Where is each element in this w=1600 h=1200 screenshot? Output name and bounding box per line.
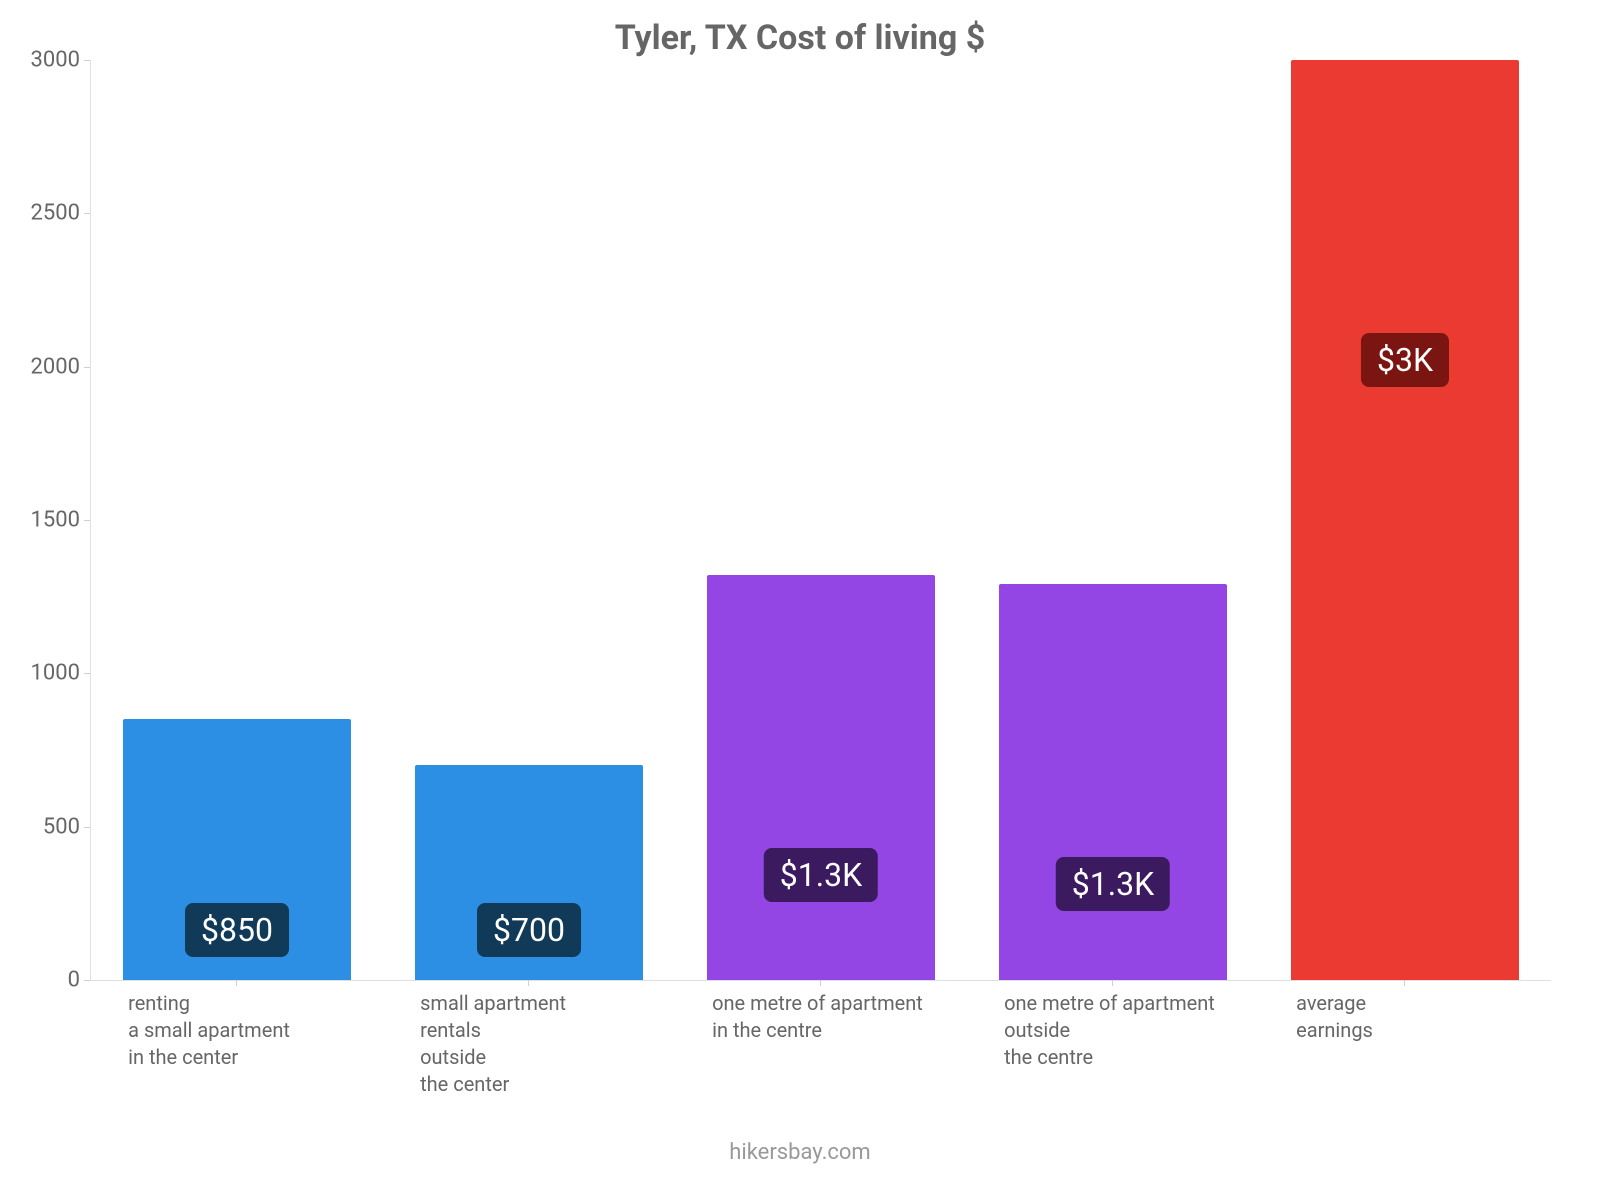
x-category-label: average earnings	[1296, 990, 1373, 1044]
x-category-label: one metre of apartment outside the centr…	[1004, 990, 1215, 1071]
x-category-label: one metre of apartment in the centre	[712, 990, 923, 1044]
bar-avg_earnings	[1291, 60, 1519, 980]
x-category-label: small apartment rentals outside the cent…	[420, 990, 566, 1098]
cost-of-living-chart: Tyler, TX Cost of living $ 0 500 1000 1500 2…	[0, 0, 1600, 1200]
chart-footer: hikersbay.com	[0, 1140, 1600, 1165]
x-tick-mark	[528, 980, 529, 986]
y-tick-label: 3000	[10, 48, 80, 73]
bar-value-label: $850	[185, 903, 289, 957]
x-tick-mark	[820, 980, 821, 986]
bar-sqm_outside	[999, 584, 1227, 980]
y-tick-label: 1000	[10, 661, 80, 686]
bar-value-label: $700	[477, 903, 581, 957]
y-tick-label: 500	[10, 814, 80, 839]
y-tick-label: 2000	[10, 354, 80, 379]
plot-area: $850 $700 $1.3K $1.3K $3K	[90, 60, 1551, 981]
bar-value-label: $1.3K	[764, 848, 878, 902]
bar-value-label: $3K	[1361, 333, 1449, 387]
bar-sqm_center	[707, 575, 935, 980]
x-tick-mark	[1112, 980, 1113, 986]
x-category-label: renting a small apartment in the center	[128, 990, 290, 1071]
chart-title: Tyler, TX Cost of living $	[0, 18, 1600, 58]
y-tick-label: 1500	[10, 508, 80, 533]
x-tick-mark	[236, 980, 237, 986]
y-tick-label: 2500	[10, 201, 80, 226]
x-tick-mark	[1404, 980, 1405, 986]
y-tick-label: 0	[10, 968, 80, 993]
bar-value-label: $1.3K	[1056, 857, 1170, 911]
